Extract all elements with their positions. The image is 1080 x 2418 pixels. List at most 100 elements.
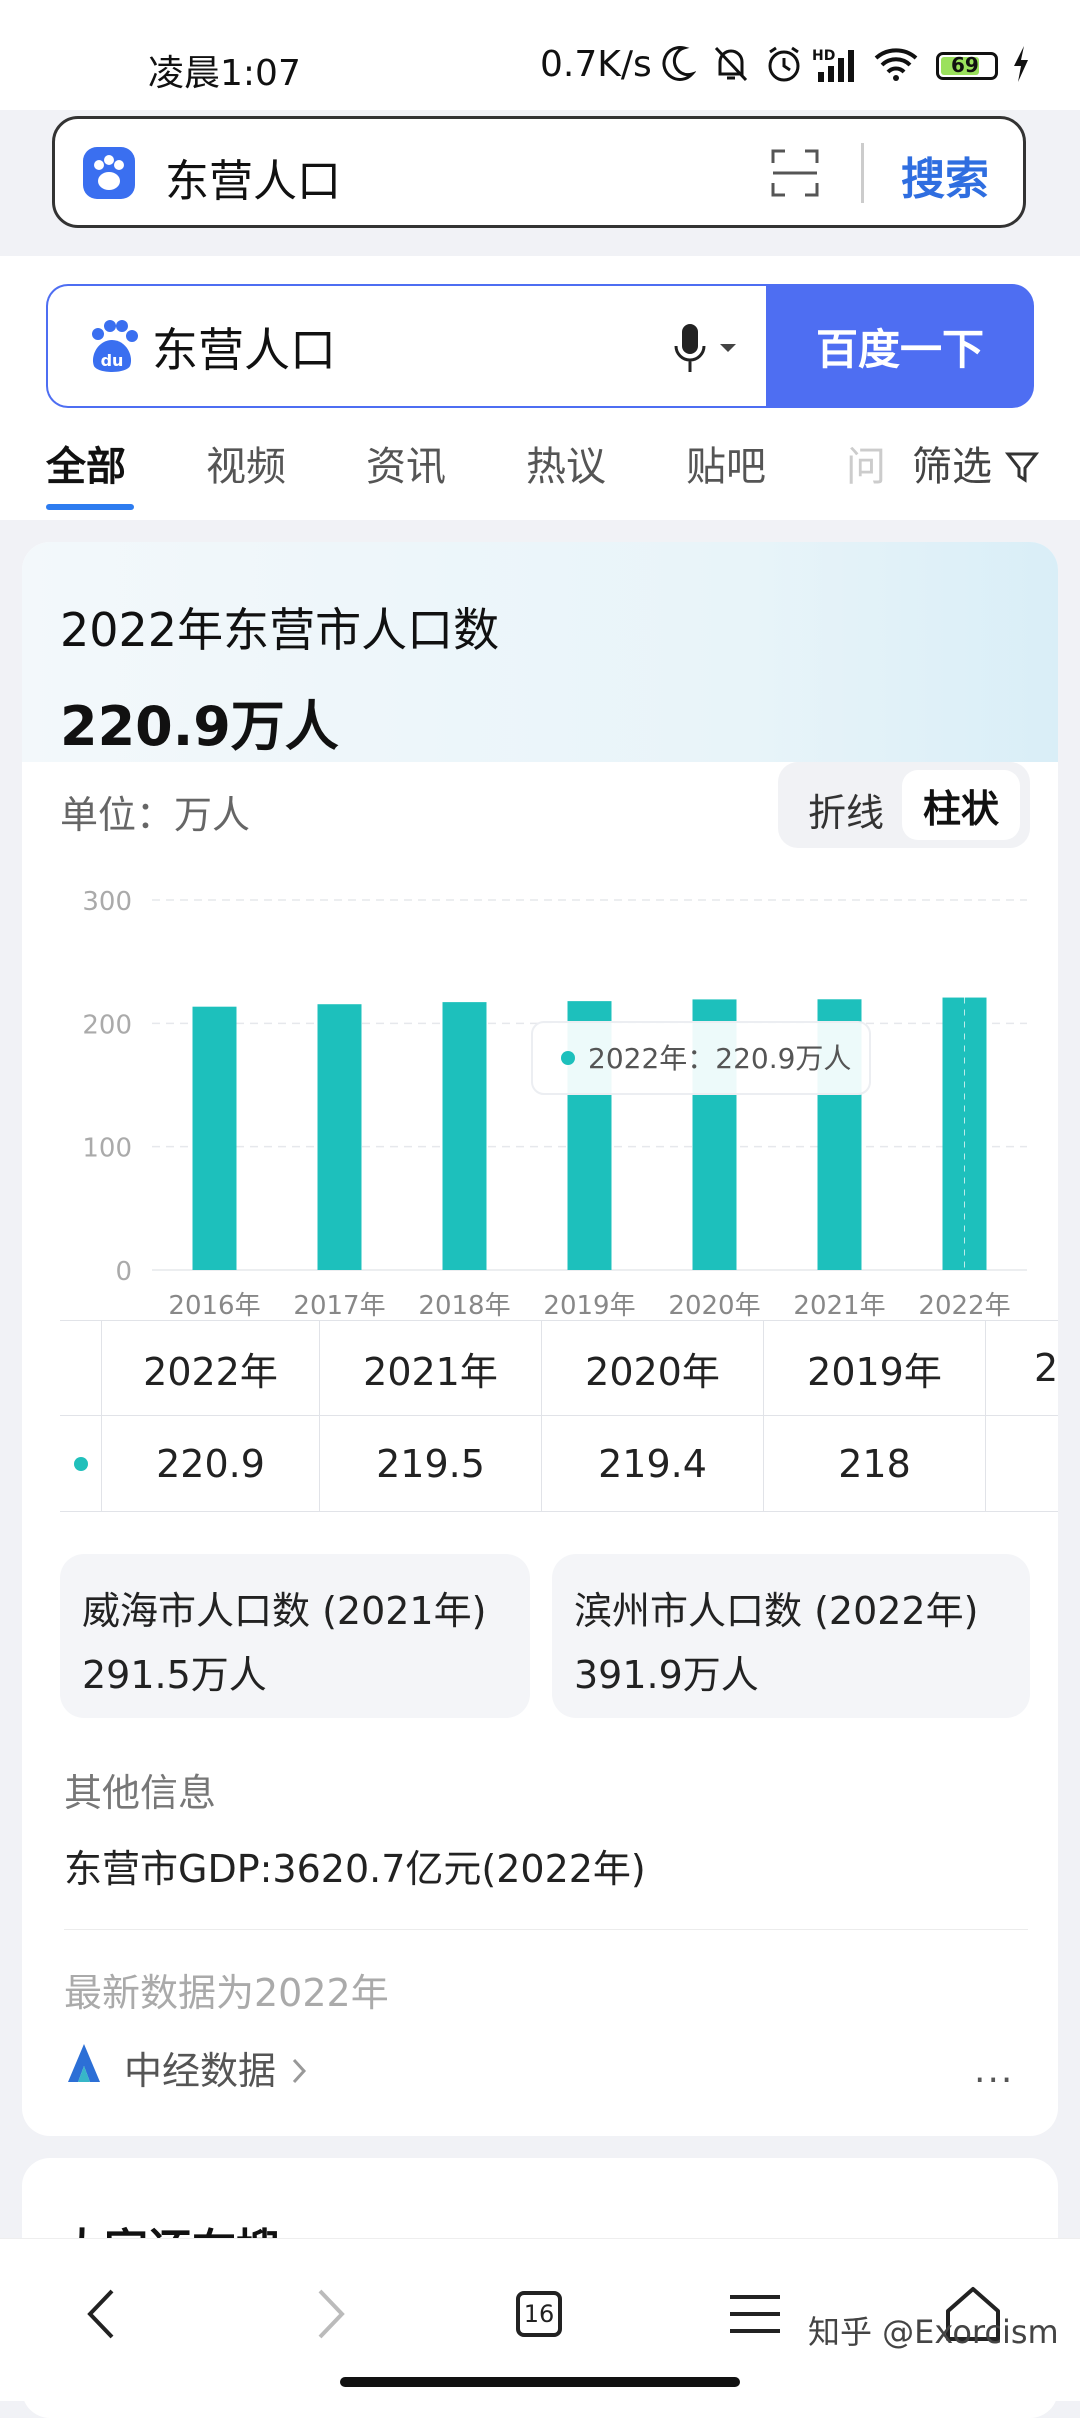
tab-tieba[interactable]: 贴吧 (686, 444, 766, 490)
bar (192, 1006, 237, 1270)
wifi-icon (874, 48, 918, 81)
table-cell: 220.9 (102, 1416, 320, 1511)
data-table: 2022年 2021年 2020年 2019年 2 220.9 219.5 21… (60, 1320, 1058, 1512)
source-link[interactable]: 中经数据 (124, 2040, 310, 2095)
moon-icon (662, 46, 696, 81)
status-bar: 凌晨1:07 0.7K/s HD 69 (0, 0, 1080, 110)
population-bar-chart: 0 100 200 300 2016年 2017年 2018年 2019年 2020年 2021年… (82, 887, 1027, 1321)
related-title: 威海市人口数 (2021年) (82, 1589, 487, 1633)
address-query[interactable]: 东营人口 (165, 156, 341, 207)
tabs-icon: 16 (516, 2291, 562, 2337)
alarm-icon (768, 46, 800, 82)
tooltip-text: 2022年：220.9万人 (588, 1042, 851, 1075)
tabs-button[interactable]: 16 (504, 2279, 574, 2349)
battery-icon: 69 (936, 52, 998, 80)
source-logo-icon (68, 2044, 100, 2082)
more-options-button[interactable]: ··· (974, 2060, 1015, 2101)
table-cell: 219.5 (320, 1416, 542, 1511)
filter-label: 筛选 (912, 444, 992, 490)
y-tick-label: 100 (82, 1134, 132, 1164)
filter-icon (1004, 452, 1039, 483)
active-tab-indicator (46, 504, 134, 510)
y-tick-label: 200 (82, 1010, 132, 1040)
x-tick-label: 2016年 (168, 1291, 260, 1321)
filter-button[interactable]: 筛选 (912, 434, 1039, 492)
source-name: 中经数据 (124, 2049, 277, 2093)
tab-hot[interactable]: 热议 (526, 444, 606, 490)
tab-count: 16 (523, 2300, 555, 2328)
scan-icon[interactable] (769, 147, 821, 199)
network-badge: HD (812, 48, 836, 64)
card-main-value: 220.9万人 (60, 695, 339, 758)
address-search-button[interactable]: 搜索 (901, 154, 989, 205)
table-cell: 219.4 (542, 1416, 764, 1511)
tab-news[interactable]: 资讯 (366, 444, 446, 490)
address-bar[interactable]: 东营人口 搜索 (52, 116, 1026, 228)
table-header: 2 (986, 1321, 1058, 1416)
microphone-icon[interactable] (672, 318, 742, 378)
signal-icon (818, 50, 854, 82)
tab-video[interactable]: 视频 (206, 444, 286, 490)
gdp-info: 东营市GDP:3620.7亿元(2022年) (64, 1847, 646, 1891)
tooltip-dot (561, 1051, 575, 1065)
table-header: 2020年 (542, 1321, 764, 1416)
bottom-navigation: 16 知乎 @Exorcism (0, 2238, 1080, 2401)
network-speed: 0.7K/s (540, 44, 652, 85)
home-indicator (340, 2377, 740, 2387)
baidu-logo-icon: du (92, 320, 138, 372)
battery-level: 69 (951, 53, 979, 77)
related-value: 391.9万人 (574, 1653, 759, 1697)
tab-all[interactable]: 全部 (46, 444, 126, 490)
search-query[interactable]: 东营人口 (152, 323, 336, 377)
latest-data-note: 最新数据为2022年 (64, 1971, 389, 2015)
x-tick-label: 2020年 (668, 1291, 760, 1321)
related-weihai-card[interactable]: 威海市人口数 (2021年) 291.5万人 (60, 1554, 530, 1718)
x-tick-label: 2022年 (918, 1291, 1010, 1321)
chart-tooltip (531, 1021, 871, 1095)
card-header-bg (22, 542, 1058, 762)
baidu-paw-icon (83, 147, 135, 199)
baidu-search-button[interactable]: 百度一下 (766, 284, 1034, 408)
card-title[interactable]: 2022年东营市人口数 (60, 603, 500, 657)
table-cell (986, 1416, 1058, 1511)
toggle-bar-option[interactable]: 柱状 (902, 770, 1020, 840)
zhihu-watermark: 知乎 @Exorcism (808, 2313, 1059, 2351)
x-tick-label: 2019年 (543, 1291, 635, 1321)
table-series-marker (60, 1416, 102, 1511)
unit-label: 单位：万人 (60, 793, 251, 837)
forward-icon[interactable] (292, 2279, 362, 2349)
x-tick-label: 2021年 (793, 1291, 885, 1321)
back-icon[interactable] (70, 2279, 140, 2349)
baidu-search-header: du 东营人口 百度一下 全部 视频 资讯 热议 贴吧 问 筛选 (0, 256, 1080, 520)
y-tick-label: 0 (115, 1257, 132, 1287)
bar (442, 1002, 487, 1270)
divider (64, 1929, 1028, 1930)
y-tick-label: 300 (82, 887, 132, 917)
other-info-label: 其他信息 (64, 1771, 217, 1815)
home-icon[interactable] (938, 2279, 1008, 2349)
chart-type-toggle: 折线 柱状 (778, 762, 1030, 848)
address-divider (861, 143, 864, 203)
mute-bell-icon (714, 46, 748, 82)
related-value: 291.5万人 (82, 1653, 267, 1697)
table-cell: 218 (764, 1416, 986, 1511)
toggle-line-option[interactable]: 折线 (808, 791, 885, 835)
table-header: 2019年 (764, 1321, 986, 1416)
chevron-right-icon (292, 2058, 307, 2084)
series-dot (73, 1456, 88, 1471)
table-header: 2021年 (320, 1321, 542, 1416)
menu-icon[interactable] (720, 2279, 790, 2349)
baidu-logo-text: du (101, 351, 124, 370)
bar (317, 1004, 362, 1270)
related-binzhou-card[interactable]: 滨州市人口数 (2022年) 391.9万人 (552, 1554, 1030, 1718)
search-box[interactable]: du 东营人口 (46, 284, 766, 408)
tab-ask[interactable]: 问 (846, 444, 886, 490)
table-header: 2022年 (102, 1321, 320, 1416)
x-tick-label: 2018年 (418, 1291, 510, 1321)
table-header-blank (60, 1321, 102, 1416)
x-tick-label: 2017年 (293, 1291, 385, 1321)
charging-icon (1014, 46, 1028, 82)
related-title: 滨州市人口数 (2022年) (574, 1589, 979, 1633)
status-time: 凌晨1:07 (148, 53, 301, 94)
population-card: 2022年东营市人口数 220.9万人 单位：万人 折线 柱状 0 100 200 3… (22, 542, 1058, 2136)
